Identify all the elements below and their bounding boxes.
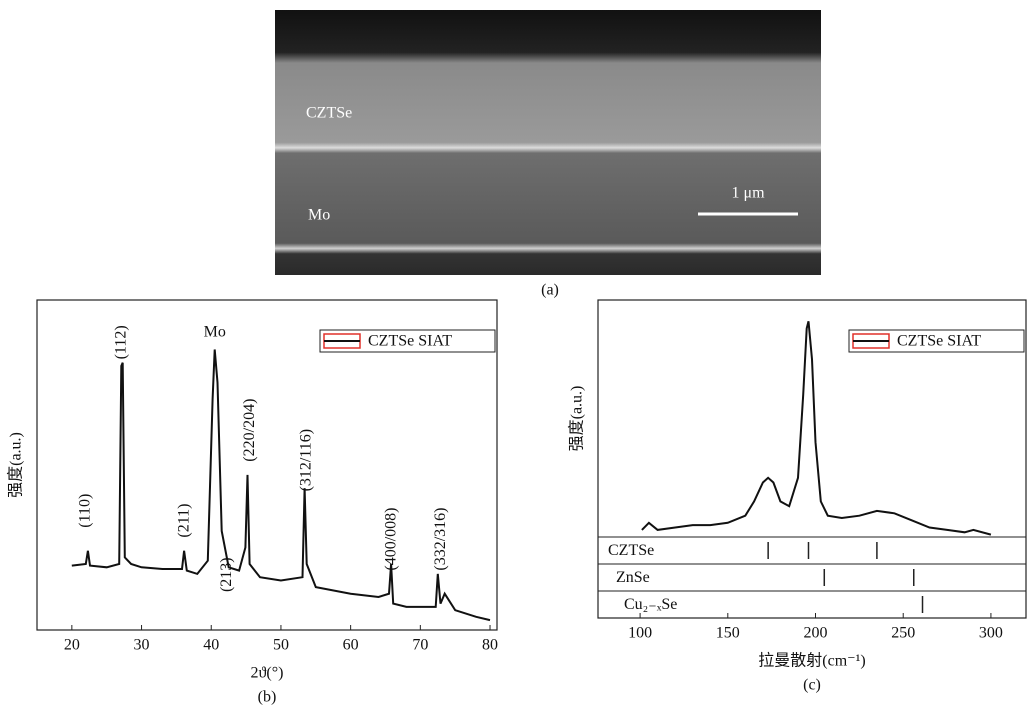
x-tick-label: 20: [64, 637, 80, 654]
reference-name: ZnSe: [616, 569, 650, 586]
x-tick-label: 200: [804, 625, 828, 642]
x-tick-label: 250: [891, 625, 915, 642]
x-tick-label: 80: [482, 637, 498, 654]
layer-label: Mo: [308, 207, 330, 224]
reference-name: Cu₂₋ₓSe: [624, 596, 677, 613]
sem-image: CZTSe Mo 1 μm (a): [275, 10, 821, 299]
peak-label: (400/008): [382, 507, 399, 570]
legend-label: CZTSe SIAT: [368, 333, 452, 350]
reference-name: CZTSe: [608, 542, 654, 559]
plot-frame: [36, 299, 498, 631]
peak-label: (220/204): [241, 399, 258, 462]
peak-label: (312/116): [297, 429, 314, 492]
caption: (b): [258, 689, 277, 706]
x-axis-label: 拉曼散射(cm⁻¹): [758, 652, 865, 670]
peak-label: (211): [175, 504, 192, 538]
caption: (c): [803, 677, 821, 694]
x-tick-label: 40: [203, 637, 219, 654]
x-tick-label: 100: [628, 625, 652, 642]
x-axis-label: 2ϑ(°): [251, 665, 284, 682]
legend-box: [848, 329, 1025, 353]
sem-photo: [275, 10, 821, 275]
legend-box: [319, 329, 496, 353]
legend-label: CZTSe SIAT: [897, 333, 981, 350]
scale-bar-label: 1 μm: [731, 185, 765, 202]
x-tick-label: 300: [979, 625, 1003, 642]
x-tick-label: 30: [134, 637, 150, 654]
peak-label: Mo: [204, 324, 226, 341]
peak-label: (332/316): [432, 507, 449, 570]
peak-label: (112): [113, 325, 130, 359]
x-tick-label: 50: [273, 637, 289, 654]
x-tick-label: 60: [343, 637, 359, 654]
data-line: [71, 349, 491, 622]
data-line: [641, 321, 992, 536]
layer-label: CZTSe: [306, 105, 352, 122]
x-tick-label: 150: [716, 625, 740, 642]
y-axis-label: 强度(a.u.): [7, 432, 25, 498]
peak-label: (213): [218, 557, 235, 592]
peak-label: (110): [76, 494, 93, 528]
y-axis-label: 强度(a.u.): [568, 386, 586, 452]
plot-frame: [597, 299, 1027, 619]
caption: (a): [541, 282, 559, 299]
x-tick-label: 70: [412, 637, 428, 654]
